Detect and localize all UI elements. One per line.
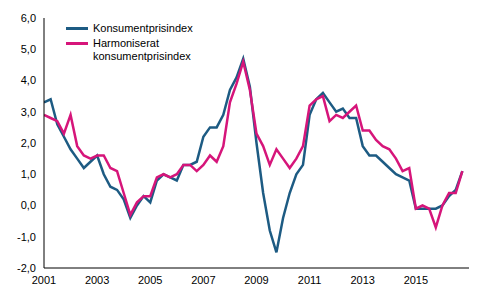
svg-text:2005: 2005 (138, 274, 162, 286)
svg-text:2,0: 2,0 (21, 137, 36, 149)
svg-text:2013: 2013 (351, 274, 375, 286)
svg-text:2003: 2003 (85, 274, 109, 286)
svg-text:0,0: 0,0 (21, 199, 36, 211)
svg-text:1,0: 1,0 (21, 168, 36, 180)
svg-text:2011: 2011 (298, 274, 322, 286)
svg-text:2015: 2015 (404, 274, 428, 286)
svg-text:4,0: 4,0 (21, 74, 36, 86)
svg-text:-2,0: -2,0 (17, 262, 36, 274)
html-text:Konsumentprisindex: Konsumentprisindex (93, 22, 193, 34)
html-text:Harmoniserat konsumentprisinde: Harmoniserat konsumentprisindex (93, 37, 191, 62)
svg-text:2007: 2007 (191, 274, 215, 286)
svg-text:6,0: 6,0 (21, 12, 36, 24)
svg-text:5,0: 5,0 (21, 43, 36, 55)
svg-text:-1,0: -1,0 (17, 231, 36, 243)
svg-text:2009: 2009 (244, 274, 268, 286)
svg-text:2001: 2001 (32, 274, 56, 286)
svg-text:3,0: 3,0 (21, 106, 36, 118)
